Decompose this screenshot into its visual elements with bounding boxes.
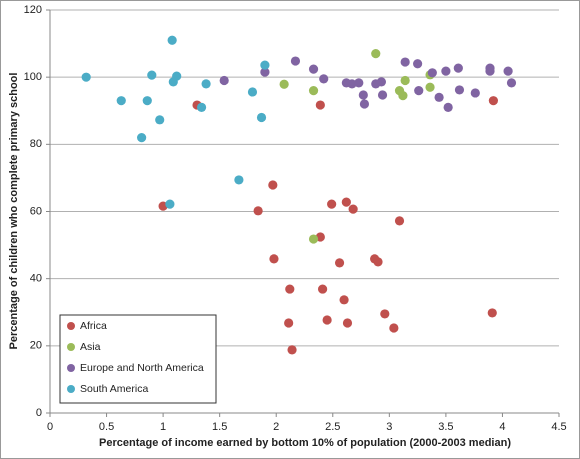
y-tick-label: 0 [36, 407, 42, 419]
point [322, 315, 332, 325]
point [284, 318, 294, 328]
point [373, 257, 383, 267]
point [142, 96, 152, 106]
point [339, 295, 349, 305]
legend: Africa Asia Europe and North America South … [59, 314, 217, 404]
y-tick-label: 120 [24, 4, 42, 16]
x-tick-label: 1.5 [212, 421, 227, 433]
point [247, 87, 258, 97]
point [425, 82, 435, 92]
point [342, 318, 353, 328]
point [443, 102, 453, 112]
legend-marker [67, 385, 75, 393]
point [81, 72, 91, 82]
y-axis-title: Percentage of children who complete prim… [8, 73, 20, 350]
point [334, 258, 345, 268]
point [413, 59, 423, 69]
point [453, 63, 463, 73]
legend-label: Asia [80, 341, 101, 353]
point [116, 96, 126, 106]
y-tick-label: 20 [30, 340, 42, 352]
point [219, 75, 229, 86]
point [434, 92, 444, 102]
point [196, 102, 207, 112]
point [427, 68, 437, 78]
point [400, 57, 410, 67]
point [279, 79, 289, 89]
x-axis-title: Percentage of income earned by bottom 10… [99, 437, 511, 449]
point [389, 323, 399, 333]
x-tick-label: 0 [47, 421, 53, 433]
point [201, 79, 211, 89]
point [488, 96, 498, 106]
point [359, 99, 370, 109]
point [165, 199, 175, 209]
x-tick-label: 2.5 [325, 421, 340, 433]
point [506, 78, 517, 88]
y-tick-label: 80 [30, 138, 42, 150]
point [234, 175, 244, 185]
point [167, 35, 177, 45]
point [347, 79, 357, 89]
point [260, 60, 270, 70]
point [358, 90, 368, 100]
point [308, 86, 319, 96]
point [503, 66, 513, 76]
point [487, 308, 497, 318]
legend-label: Europe and North America [80, 362, 204, 374]
point [485, 66, 495, 76]
point [172, 71, 182, 81]
point [354, 78, 364, 88]
y-tick-label: 100 [24, 71, 42, 83]
y-tick-label: 60 [30, 205, 42, 217]
point [308, 234, 319, 244]
point [285, 284, 295, 294]
point [137, 133, 147, 143]
point [348, 204, 358, 214]
legend-marker [67, 343, 75, 351]
point [380, 309, 390, 319]
point [260, 67, 270, 77]
point [454, 85, 465, 95]
x-tick-label: 1 [160, 421, 166, 433]
point [308, 64, 319, 74]
point [256, 112, 267, 123]
x-tick-label: 4.5 [551, 421, 566, 433]
point [290, 56, 301, 66]
point [327, 199, 337, 209]
x-tick-label: 4 [499, 421, 505, 433]
point [376, 77, 387, 87]
point [287, 345, 297, 355]
y-tick-label: 40 [30, 273, 42, 285]
point [253, 206, 263, 216]
point [315, 100, 325, 110]
point [155, 115, 165, 125]
legend-label: Africa [80, 320, 107, 332]
x-tick-label: 2 [273, 421, 279, 433]
point [341, 197, 351, 207]
legend-marker [67, 322, 75, 330]
point [414, 86, 424, 96]
point [470, 88, 480, 98]
x-tick-label: 0.5 [99, 421, 114, 433]
point [268, 180, 278, 190]
point [394, 216, 405, 226]
point [441, 66, 451, 76]
point [400, 75, 410, 86]
point [317, 284, 328, 294]
point [319, 74, 329, 84]
point [147, 70, 157, 80]
legend-marker [67, 364, 75, 372]
x-tick-label: 3 [386, 421, 392, 433]
point [371, 49, 381, 59]
legend-box [59, 314, 217, 404]
point [398, 91, 408, 101]
point [377, 90, 388, 100]
legend-label: South America [80, 383, 148, 395]
x-tick-label: 3.5 [438, 421, 453, 433]
point [269, 254, 279, 264]
